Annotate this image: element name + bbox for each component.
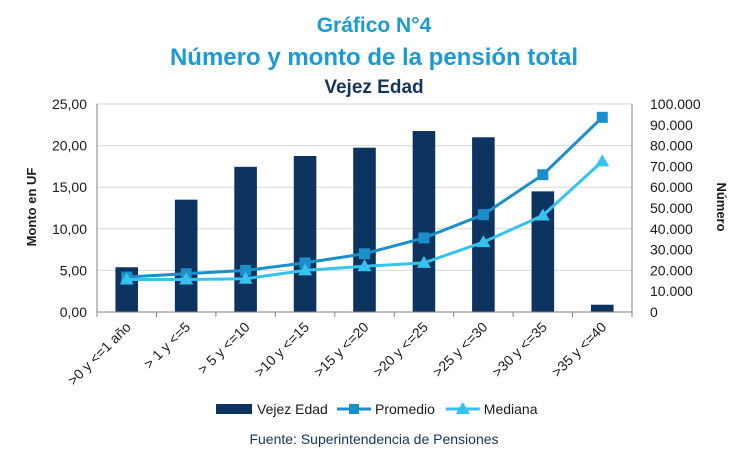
legend-label: Mediana — [484, 401, 538, 417]
point-promedio — [537, 169, 549, 181]
point-mediana — [357, 259, 372, 272]
y2-axis-label: Número — [714, 182, 729, 231]
axes — [96, 104, 633, 317]
x-tick-label: > 5 y <=10 — [194, 319, 253, 378]
y-tick-label: 15,00 — [52, 179, 87, 195]
x-tick-label: >35 y <=40 — [548, 319, 609, 380]
chart-title: Gráfico N°4 — [316, 14, 432, 37]
x-tick-label: > 1 y <=5 — [140, 319, 193, 372]
point-promedio — [596, 111, 608, 123]
y-tick-label: 0,00 — [60, 304, 87, 320]
point-mediana — [119, 272, 134, 285]
x-tick-label: >25 y <=30 — [429, 319, 490, 380]
y2-tick-label: 60.000 — [650, 179, 693, 195]
point-mediana — [595, 154, 610, 167]
y-tick-labels: 0,00 5,00 10,00 15,00 20,00 25,00 — [52, 96, 87, 320]
x-tick-labels: >0 y <=1 año > 1 y <=5 > 5 y <=10>10 y <=1… — [64, 319, 609, 389]
chart-subsubtitle: Vejez Edad — [324, 77, 424, 98]
bar — [472, 137, 495, 312]
y2-tick-label: 0 — [650, 304, 658, 320]
legend: Vejez Edad Promedio Mediana — [216, 401, 538, 417]
point-promedio — [418, 232, 430, 244]
bar — [174, 199, 198, 312]
bars — [115, 131, 614, 312]
y-tick-label: 5,00 — [60, 262, 87, 278]
lines — [119, 111, 610, 285]
legend-label: Promedio — [375, 401, 435, 417]
y2-tick-label: 10.000 — [650, 283, 693, 299]
point-mediana — [238, 271, 253, 284]
point-promedio — [240, 264, 252, 276]
point-mediana — [179, 272, 194, 285]
point-mediana — [416, 255, 431, 268]
y2-tick-label: 40.000 — [650, 221, 693, 237]
bar — [590, 304, 614, 312]
y2-tick-label: 30.000 — [650, 242, 693, 258]
legend-marker-triangle — [455, 402, 470, 414]
chart-subtitle: Número y monto de la pensión total — [169, 44, 579, 71]
y2-tick-label: 80.000 — [650, 138, 693, 154]
x-tick-label: >10 y <=15 — [251, 319, 312, 380]
point-mediana — [298, 263, 313, 276]
point-promedio — [359, 248, 370, 260]
point-promedio — [299, 257, 311, 269]
bar — [412, 131, 436, 312]
bar — [531, 191, 555, 312]
point-mediana — [535, 208, 550, 221]
y-tick-label: 10,00 — [52, 221, 87, 237]
x-tick-label: >15 y <=20 — [310, 319, 371, 380]
point-promedio — [477, 209, 489, 221]
y2-tick-label: 50.000 — [650, 200, 693, 216]
x-tick-label: >30 y <=35 — [489, 319, 550, 380]
bar — [234, 166, 257, 312]
legend-label: Vejez Edad — [257, 401, 328, 417]
y2-tick-label: 100.000 — [650, 96, 701, 112]
legend-marker-square — [349, 404, 359, 414]
y2-tick-label: 90.000 — [650, 117, 693, 133]
y2-tick-labels: 0 10.000 20.000 30.000 40.000 50.000 60.000 70.… — [650, 96, 701, 320]
y2-tick-label: 70.000 — [650, 158, 693, 174]
x-tick-label: >0 y <=1 año — [64, 319, 134, 389]
source-note: Fuente: Superintendencia de Pensiones — [249, 431, 499, 447]
y2-tick-label: 20.000 — [650, 262, 693, 278]
x-tick-label: >20 y <=25 — [370, 319, 431, 380]
legend-swatch-vejez-edad — [216, 404, 252, 414]
bar — [293, 156, 317, 312]
y-tick-label: 20,00 — [52, 138, 87, 154]
y-axis-label: Monto en UF — [24, 168, 39, 247]
bar — [353, 147, 376, 312]
y-tick-label: 25,00 — [52, 96, 87, 112]
point-mediana — [476, 235, 491, 248]
